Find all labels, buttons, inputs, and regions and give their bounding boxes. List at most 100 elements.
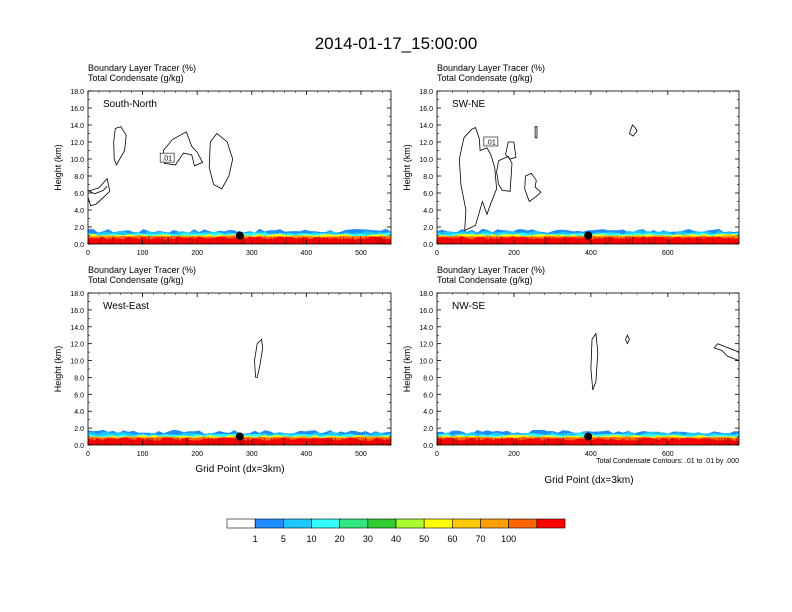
y-tick-label: 2.0 <box>423 426 433 433</box>
y-tick-label: 2.0 <box>423 225 433 232</box>
condensate-contour <box>505 141 517 160</box>
y-tick-label: 14.0 <box>419 325 433 332</box>
field-label: Total Condensate (g/kg) <box>437 275 533 285</box>
figure-title: 2014-01-17_15:00:00 <box>315 34 478 53</box>
colorbar-swatch <box>536 518 566 529</box>
y-tick-label: 10.0 <box>419 157 433 164</box>
y-tick-label: 6.0 <box>423 191 433 198</box>
tracer-band <box>437 437 739 445</box>
y-tick-label: 16.0 <box>419 308 433 315</box>
colorbar-swatch <box>283 518 312 529</box>
y-tick-label: 12.0 <box>419 140 433 147</box>
y-tick-label: 16.0 <box>70 106 84 113</box>
x-tick-label: 0 <box>435 250 439 257</box>
colorbar-label: 30 <box>363 534 373 544</box>
x-tick-label: 400 <box>301 250 313 257</box>
contour-footnote: Total Condensate Contours: .01 to .01 by… <box>596 458 739 465</box>
condensate-contour <box>88 185 108 195</box>
contour-label: .01 <box>486 140 496 147</box>
y-tick-label: 8.0 <box>74 375 84 382</box>
x-tick-label: 100 <box>137 250 149 257</box>
y-axis-label: Height (km) <box>402 346 412 393</box>
y-tick-label: 10.0 <box>419 359 433 366</box>
condensate-contour <box>458 127 498 232</box>
location-marker <box>584 231 593 240</box>
y-tick-label: 16.0 <box>70 308 84 315</box>
y-tick-label: 0.0 <box>74 443 84 450</box>
x-tick-label: 100 <box>137 451 149 458</box>
panel-frame <box>87 90 392 245</box>
y-tick-label: 12.0 <box>419 342 433 349</box>
x-tick-label: 0 <box>435 451 439 458</box>
colorbar-swatch <box>508 518 538 529</box>
field-label: Boundary Layer Tracer (%) <box>88 63 196 73</box>
y-tick-label: 6.0 <box>74 191 84 198</box>
y-tick-label: 14.0 <box>70 325 84 332</box>
x-tick-label: 500 <box>355 451 367 458</box>
y-axis-label: Height (km) <box>53 144 63 191</box>
contour-label: .01 <box>162 156 172 163</box>
condensate-contour <box>162 131 204 167</box>
y-tick-label: 2.0 <box>74 225 84 232</box>
colorbar-swatch <box>339 518 369 529</box>
panel-frame <box>87 292 392 446</box>
y-tick-label: 14.0 <box>419 123 433 130</box>
location-marker <box>584 432 593 441</box>
tracer-band <box>88 437 391 445</box>
y-axis-label: Height (km) <box>53 346 63 393</box>
condensate-contour <box>88 177 111 207</box>
panel-content <box>88 126 391 244</box>
y-tick-label: 4.0 <box>423 208 433 215</box>
y-tick-label: 10.0 <box>70 359 84 366</box>
x-tick-label: 600 <box>662 250 674 257</box>
tracer-band <box>437 236 739 244</box>
x-axis-label-right: Grid Point (dx=3km) <box>544 475 633 486</box>
y-tick-label: 0.0 <box>423 242 433 249</box>
field-label: Total Condensate (g/kg) <box>88 73 184 83</box>
colorbar-swatch <box>226 518 256 529</box>
y-axis-label: Height (km) <box>402 144 412 191</box>
y-tick-label: 18.0 <box>70 89 84 96</box>
y-tick-label: 8.0 <box>423 174 433 181</box>
x-tick-label: 300 <box>246 250 258 257</box>
y-tick-label: 4.0 <box>423 409 433 416</box>
panel-content <box>437 332 739 445</box>
colorbar-swatch <box>452 518 481 529</box>
x-tick-label: 400 <box>301 451 313 458</box>
colorbar-label: 50 <box>419 534 429 544</box>
condensate-contour <box>625 334 630 345</box>
colorbar-swatch <box>395 518 425 529</box>
x-tick-label: 500 <box>355 250 367 257</box>
colorbar-label: 60 <box>447 534 457 544</box>
condensate-contour <box>524 172 542 203</box>
condensate-contour <box>254 338 264 378</box>
x-tick-label: 400 <box>585 250 597 257</box>
condensate-contour <box>629 124 638 137</box>
x-tick-label: 200 <box>191 451 203 458</box>
x-tick-label: 400 <box>585 451 597 458</box>
y-tick-label: 16.0 <box>419 106 433 113</box>
panel-label: West-East <box>103 301 149 312</box>
y-tick-label: 8.0 <box>74 174 84 181</box>
colorbar-swatch <box>480 518 509 529</box>
y-tick-label: 18.0 <box>419 291 433 298</box>
panel-content <box>88 338 391 445</box>
y-tick-label: 18.0 <box>419 89 433 96</box>
x-tick-label: 200 <box>508 451 520 458</box>
location-marker <box>235 432 244 441</box>
panel-label: South-North <box>103 99 157 110</box>
colorbar-label: 1 <box>253 534 258 544</box>
colorbar-label: 100 <box>501 534 516 544</box>
colorbar-swatch <box>311 518 340 529</box>
panel-3: Boundary Layer Tracer (%)Total Condensat… <box>402 265 740 458</box>
panel-2: Boundary Layer Tracer (%)Total Condensat… <box>53 265 392 458</box>
y-tick-label: 4.0 <box>74 409 84 416</box>
condensate-contour <box>534 126 538 139</box>
contour-label-box <box>483 136 499 147</box>
x-tick-label: 300 <box>246 451 258 458</box>
x-tick-label: 0 <box>86 451 90 458</box>
field-label: Boundary Layer Tracer (%) <box>88 265 196 275</box>
field-label: Total Condensate (g/kg) <box>437 73 533 83</box>
y-tick-label: 12.0 <box>70 342 84 349</box>
